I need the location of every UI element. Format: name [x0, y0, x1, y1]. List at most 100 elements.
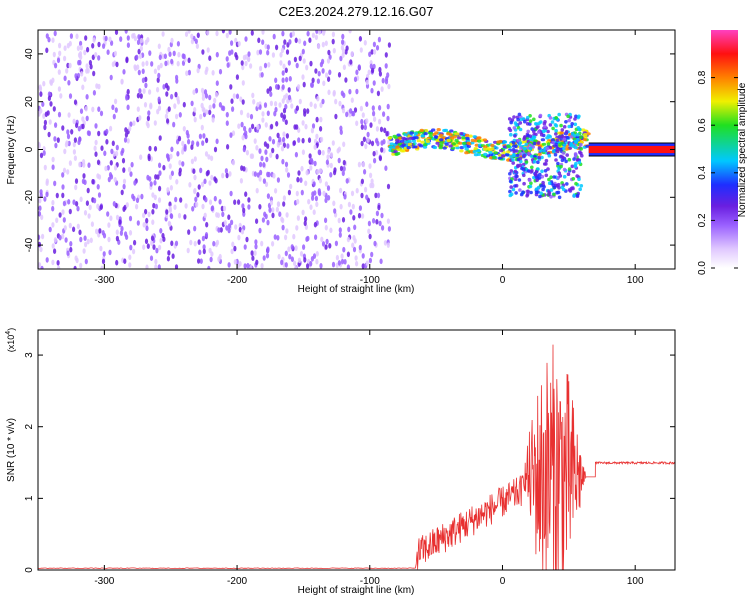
spectrogram-point [244, 36, 248, 42]
spectrogram-point [167, 220, 171, 227]
spectrogram-y-ticks: -40 -20 0 20 40 [24, 48, 675, 252]
spectrogram-point [205, 109, 209, 115]
spectrogram-point [276, 235, 280, 241]
spectrogram-point [266, 246, 270, 252]
spectrogram-point [496, 140, 501, 144]
colorbar-tick-label: 0.8 [697, 70, 708, 84]
spectrogram-point [118, 219, 122, 225]
snr-x-tick-label: -300 [94, 576, 114, 587]
spectrogram-y-tick-label: 20 [24, 96, 35, 108]
spectrogram-point [259, 65, 263, 72]
spectrogram-point [308, 153, 312, 159]
spectrogram-point [271, 52, 275, 58]
spectrogram-point [303, 111, 307, 117]
spectrogram-point [490, 147, 495, 151]
spectrogram-point [227, 227, 231, 234]
spectrogram-point [246, 112, 250, 119]
spectrogram-point [461, 136, 466, 140]
spectrogram-point [170, 146, 174, 153]
spectrogram-point [122, 178, 127, 185]
spectrogram-point [253, 171, 257, 177]
spectrogram-point [342, 141, 346, 148]
spectrogram-point [275, 84, 279, 90]
spectrogram-point [569, 142, 573, 146]
spectrogram-point [79, 108, 84, 114]
spectrogram-point [364, 186, 368, 193]
spectrogram-point [578, 150, 582, 154]
spectrogram-point [259, 161, 263, 168]
spectrogram-point [86, 238, 90, 245]
spectrogram-point [203, 212, 207, 219]
spectrogram-point [454, 138, 459, 142]
spectrogram-point [526, 189, 530, 194]
spectrogram-point [272, 173, 276, 179]
spectrogram-point [317, 70, 321, 77]
spectrogram-point [73, 99, 78, 105]
spectrogram-point [122, 69, 126, 75]
spectrogram-point [83, 179, 87, 186]
spectrogram-point [375, 210, 379, 217]
spectrogram-point [120, 150, 124, 156]
spectrogram-point [159, 228, 163, 234]
spectrogram-point [514, 174, 518, 178]
spectrogram-point [339, 55, 343, 62]
spectrogram-point [320, 136, 324, 143]
spectrogram-point [181, 53, 185, 59]
spectrogram-point [69, 241, 73, 247]
spectrogram-point [206, 30, 210, 36]
spectrogram-point [334, 240, 338, 247]
spectrogram-point [508, 128, 513, 133]
spectrogram-point [422, 143, 428, 147]
spectrogram-point [579, 147, 583, 151]
spectrogram-point [340, 253, 344, 259]
spectrogram-point [548, 116, 553, 120]
spectrogram-point [165, 91, 169, 97]
spectrogram-point [137, 69, 141, 76]
spectrogram-point [316, 169, 320, 175]
spectrogram-point [514, 144, 518, 149]
spectrogram-point [546, 129, 550, 134]
snr-panel: -300 -200 -100 0 100 0 1 2 3 Height of straight… [5, 328, 676, 596]
spectrogram-point [557, 112, 561, 117]
spectrogram-point [280, 145, 285, 152]
spectrogram-point [337, 72, 342, 78]
spectrogram-point [74, 178, 79, 184]
spectrogram-point [304, 216, 308, 222]
spectrogram-point [208, 199, 213, 205]
spectrogram-point [513, 184, 517, 188]
spectrogram-point [150, 240, 154, 246]
spectrogram-point [221, 172, 225, 179]
spectrogram-point [66, 133, 71, 140]
snr-scale-prefix: (x10 [6, 335, 16, 353]
spectrogram-point [94, 139, 98, 146]
spectrogram-point [166, 85, 170, 91]
spectrogram-point [115, 259, 119, 266]
spectrogram-point [301, 137, 305, 144]
spectrogram-point [264, 122, 268, 128]
spectrogram-point [51, 205, 55, 212]
spectrogram-point [286, 172, 291, 178]
spectrogram-point [230, 40, 234, 46]
spectrogram-point [537, 146, 542, 150]
spectrogram-point [72, 118, 76, 125]
spectrogram-point [153, 180, 157, 186]
spectrogram-point [97, 192, 102, 198]
spectrogram-point [358, 36, 362, 42]
spectrogram-point [134, 65, 138, 72]
spectrogram-point [423, 132, 428, 136]
spectrogram-point [530, 127, 534, 131]
spectrogram-point [287, 60, 291, 66]
spectrogram-point [177, 212, 182, 219]
spectrogram-point [218, 253, 222, 260]
spectrogram-point [545, 146, 550, 151]
spectrogram-point [262, 162, 266, 168]
spectrogram-point [200, 87, 205, 94]
spectrogram-point [517, 112, 522, 117]
spectrogram-point [280, 47, 285, 54]
spectrogram-point [57, 86, 62, 92]
spectrogram-point [483, 152, 488, 156]
spectrogram-point [72, 149, 76, 155]
spectrogram-point [261, 111, 265, 117]
spectrogram-point [378, 118, 382, 125]
spectrogram-point [49, 101, 53, 107]
